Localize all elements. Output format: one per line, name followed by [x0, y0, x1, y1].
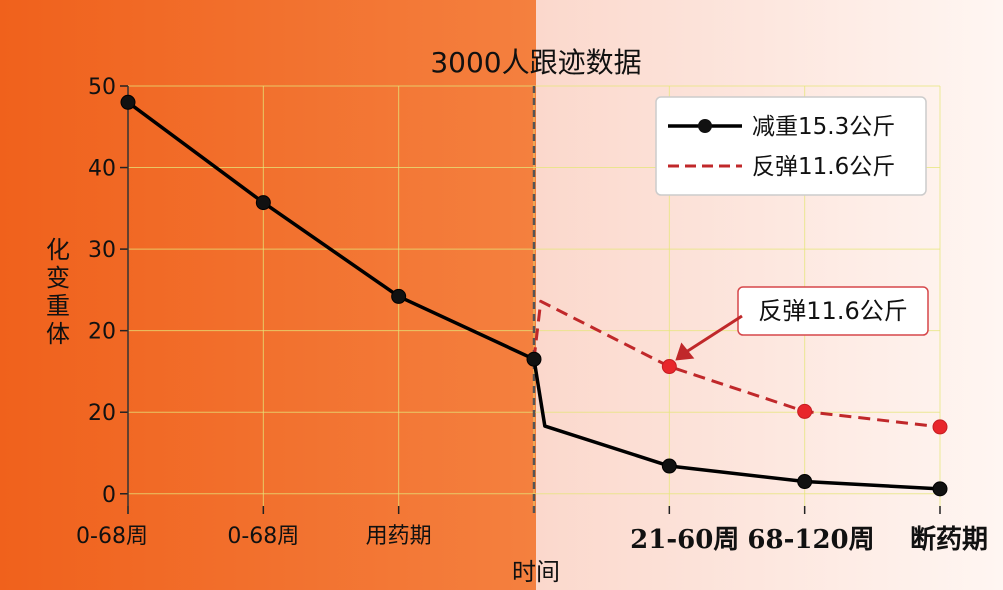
data-point	[255, 195, 271, 211]
x-tick-label: 21-60周	[630, 525, 739, 555]
annotation-text: 反弹11.6公斤	[758, 297, 907, 325]
annotation-arrow	[684, 314, 743, 354]
y-tick-label: 20	[88, 401, 116, 426]
background-left	[0, 0, 536, 590]
x-tick-label: 0-68周	[227, 524, 299, 549]
data-point	[120, 94, 136, 110]
y-axis-label-char: 体	[46, 320, 70, 348]
x-tick-label: 68-120周	[747, 525, 874, 555]
x-axis-label: 时间	[512, 558, 560, 586]
data-point	[932, 481, 948, 497]
series-line-1	[126, 100, 941, 491]
data-point	[526, 351, 542, 367]
series-line-2	[532, 299, 941, 429]
y-axis-label-char: 化	[46, 236, 70, 264]
y-axis-label-char: 变	[46, 264, 70, 292]
data-point	[797, 403, 813, 419]
x-tick-label: 0-68周	[76, 524, 148, 549]
y-axis-label-char: 重	[46, 292, 70, 320]
legend-marker-1	[698, 119, 712, 133]
y-tick-label: 20	[88, 320, 116, 345]
annotation-arrowhead	[675, 342, 695, 361]
y-tick-label: 40	[88, 157, 116, 182]
legend-box	[655, 96, 927, 196]
y-tick-label: 30	[88, 238, 116, 263]
data-point	[391, 288, 407, 304]
x-tick-label: 用药期	[366, 524, 432, 549]
data-point	[797, 474, 813, 490]
series-group	[120, 94, 948, 497]
axes: 0 20 20 30 40 50 0-68周 0-68周 用药期 21-60周 68-120周 断药期	[76, 75, 988, 555]
data-point	[661, 458, 677, 474]
chart-title: 3000人跟迹数据	[430, 46, 641, 79]
annotation-box	[737, 286, 929, 336]
legend-label-2: 反弹11.6公斤	[752, 154, 895, 180]
y-tick-label: 50	[88, 75, 116, 100]
legend-label-1: 减重15.3公斤	[752, 114, 895, 140]
x-tick-label: 断药期	[910, 524, 988, 555]
y-tick-label: 0	[102, 483, 116, 508]
data-point	[932, 419, 948, 435]
annotation-group: 反弹11.6公斤	[675, 286, 929, 361]
data-point	[661, 359, 677, 375]
